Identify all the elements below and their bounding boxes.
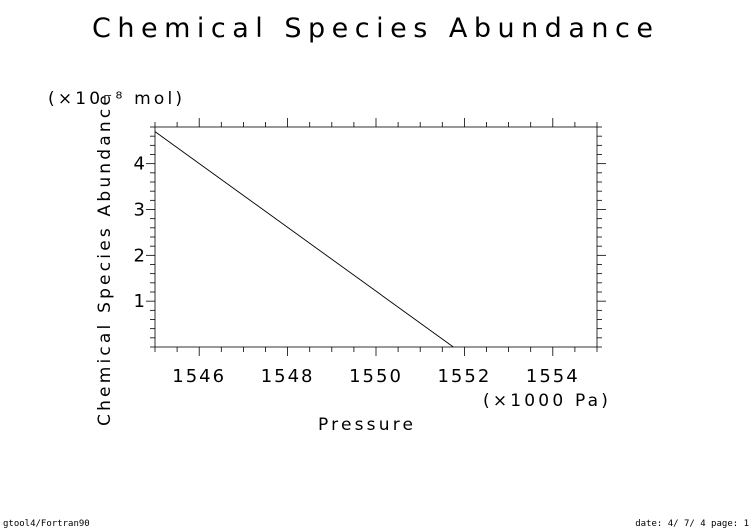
y-axis-unit: (×10⁻⁸ mol) [48, 89, 185, 109]
x-axis-unit: (×1000 Pa) [483, 391, 611, 411]
footer-left: gtool4/Fortran90 [3, 519, 90, 529]
y-tick-label: 1 [134, 291, 147, 312]
tick-marks [146, 118, 606, 356]
x-tick-label: 1554 [526, 366, 580, 387]
y-tick-label: 2 [134, 245, 147, 266]
y-tick-label: 3 [134, 200, 147, 221]
tick-labels: 1546 1548 1550 1552 1554 1 2 3 4 [134, 154, 580, 387]
plot-frame [154, 126, 598, 348]
x-tick-label: 1552 [437, 366, 491, 387]
y-tick-label: 4 [134, 154, 147, 175]
x-tick-label: 1546 [172, 366, 226, 387]
y-axis-label: Chemical Species Abundance [95, 92, 115, 426]
chart-title: Chemical Species Abundance [92, 13, 659, 44]
series-line [154, 131, 454, 348]
x-tick-label: 1548 [261, 366, 315, 387]
x-tick-label: 1550 [349, 366, 403, 387]
footer-right: date: 4/ 7/ 4 page: 1 [635, 519, 749, 529]
x-axis-label: Pressure [318, 415, 416, 435]
series-group [154, 131, 454, 348]
